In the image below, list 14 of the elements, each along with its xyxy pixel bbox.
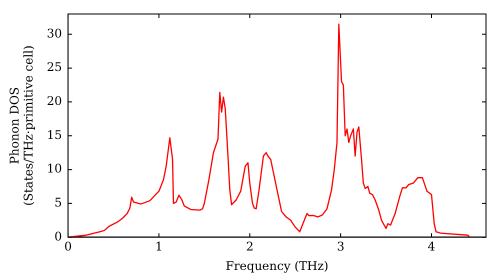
y-tick-label: 15	[46, 128, 62, 142]
y-tick-label: 5	[54, 196, 62, 210]
x-tick-label: 4	[428, 240, 436, 254]
y-axis-title: Phonon DOS (States/THz·primitive cell)	[7, 45, 36, 206]
y-tick-label: 0	[54, 229, 62, 244]
y-tick-label: 25	[46, 60, 62, 74]
x-tick-label: 1	[155, 240, 163, 254]
x-tick-label: 0	[64, 240, 72, 254]
y-tick-label: 30	[46, 26, 62, 40]
x-axis-title: Frequency (THz)	[226, 258, 328, 273]
y-tick-label: 10	[46, 162, 62, 176]
x-tick-label: 3	[336, 240, 344, 254]
x-tick-label: 2	[246, 240, 254, 254]
y-tick-label: 20	[46, 94, 62, 108]
